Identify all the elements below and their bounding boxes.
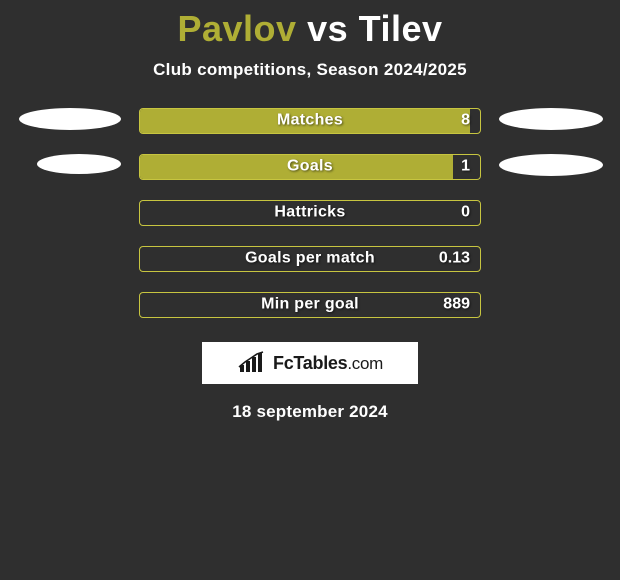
- avatar-placeholder: [37, 154, 121, 174]
- stat-bars: Matches 8 Goals 1 Hattricks 0 Goals per …: [139, 108, 481, 318]
- stat-value: 0: [461, 204, 470, 222]
- stat-bar: Hattricks 0: [139, 200, 481, 226]
- page-title: Pavlov vs Tilev: [0, 8, 620, 50]
- brand-name: FcTables: [273, 353, 347, 373]
- brand-tld: .com: [347, 354, 383, 373]
- stat-label: Hattricks: [274, 204, 345, 222]
- stat-label: Goals per match: [245, 250, 375, 268]
- stat-label: Goals: [287, 158, 333, 176]
- brand-text: FcTables.com: [273, 353, 383, 374]
- stat-bar: Goals per match 0.13: [139, 246, 481, 272]
- stat-label: Min per goal: [261, 296, 359, 314]
- stat-value: 1: [461, 158, 470, 176]
- left-avatar-col: [17, 108, 121, 174]
- chart-icon: [237, 351, 269, 375]
- stats-area: Matches 8 Goals 1 Hattricks 0 Goals per …: [0, 108, 620, 318]
- avatar-placeholder: [499, 108, 603, 130]
- player2-name: Tilev: [359, 8, 443, 49]
- vs-label: vs: [307, 8, 348, 49]
- avatar-placeholder: [19, 108, 121, 130]
- comparison-widget: Pavlov vs Tilev Club competitions, Seaso…: [0, 0, 620, 422]
- stat-bar: Min per goal 889: [139, 292, 481, 318]
- stat-value: 8: [461, 112, 470, 130]
- stat-bar: Goals 1: [139, 154, 481, 180]
- brand-logo[interactable]: FcTables.com: [202, 342, 418, 384]
- avatar-placeholder: [499, 154, 603, 176]
- stat-label: Matches: [277, 112, 343, 130]
- stat-bar: Matches 8: [139, 108, 481, 134]
- subtitle: Club competitions, Season 2024/2025: [0, 60, 620, 80]
- right-avatar-col: [499, 108, 603, 176]
- stat-value: 0.13: [439, 250, 470, 268]
- player1-name: Pavlov: [177, 8, 296, 49]
- date-label: 18 september 2024: [0, 402, 620, 422]
- stat-value: 889: [443, 296, 470, 314]
